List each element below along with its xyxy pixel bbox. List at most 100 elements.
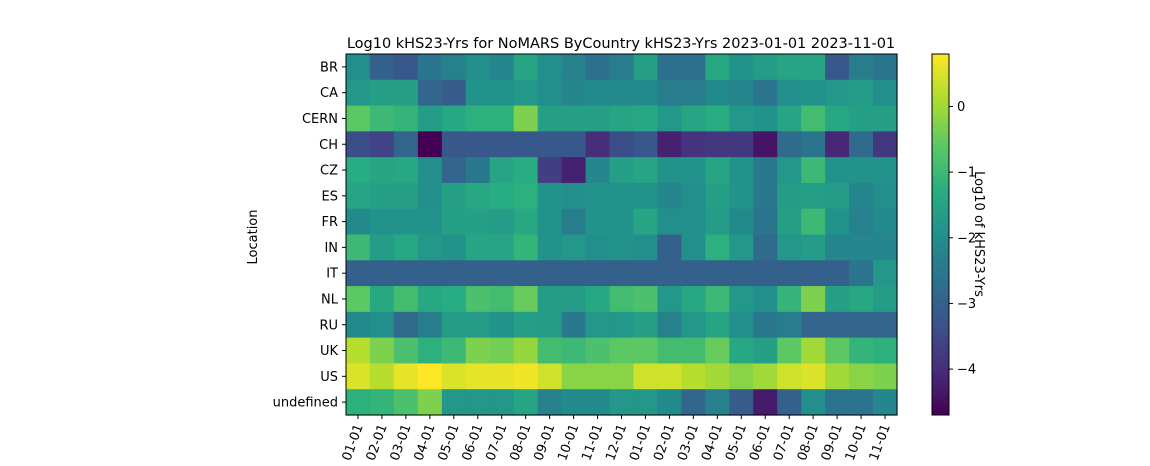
heatmap-cell [393, 131, 419, 158]
heatmap-cell [537, 208, 563, 236]
heatmap-cell [873, 286, 898, 313]
heatmap-cell [609, 79, 635, 107]
heatmap-cell [873, 79, 898, 107]
x-tick-label: 03-01 [675, 422, 702, 463]
heatmap-cell [417, 105, 443, 132]
heatmap-cell [753, 131, 778, 158]
heatmap-cell [657, 182, 682, 210]
heatmap-cell [705, 131, 730, 158]
heatmap-cell [873, 389, 898, 416]
heatmap-cell [489, 157, 515, 184]
heatmap-cell [801, 234, 826, 261]
heatmap-cell [393, 311, 419, 339]
x-tick-label: 09-01 [819, 422, 846, 463]
heatmap-cell [489, 389, 515, 416]
heatmap-cell [849, 311, 874, 339]
heatmap-cell [705, 260, 730, 287]
heatmap-cell [729, 208, 754, 236]
heatmap-cell [585, 311, 611, 339]
heatmap-cell [705, 105, 730, 132]
y-tick-label: undefined [273, 396, 338, 411]
heatmap-cell [753, 363, 778, 390]
heatmap-cell [417, 260, 443, 287]
y-tick-label: NL [321, 292, 339, 307]
heatmap-cell [777, 105, 802, 132]
x-tick-label: 10-01 [843, 422, 870, 463]
heatmap-cell [465, 234, 491, 261]
heatmap-cell [777, 389, 802, 416]
heatmap-cell [537, 260, 563, 287]
heatmap-cell [346, 131, 371, 158]
heatmap-cell [873, 363, 898, 390]
heatmap-cell [825, 105, 850, 132]
heatmap-cell [681, 131, 706, 158]
heatmap-cell [873, 105, 898, 132]
heatmap-cell [489, 131, 515, 158]
x-tick-label: 06-01 [460, 422, 487, 463]
heatmap-cell [537, 286, 563, 313]
heatmap-cell [346, 54, 371, 81]
heatmap-cell [465, 157, 491, 184]
heatmap-cell [441, 131, 467, 158]
heatmap-cell [705, 286, 730, 313]
heatmap-cell [801, 131, 826, 158]
heatmap-cell [753, 105, 778, 132]
heatmap-cell [609, 54, 635, 81]
heatmap-cell [417, 54, 443, 81]
heatmap-cell [465, 79, 491, 107]
heatmap-cell [753, 337, 778, 365]
heatmap-cell [393, 337, 419, 365]
heatmap-cell [609, 182, 635, 210]
heatmap-cell [537, 234, 563, 261]
heatmap-cell [849, 182, 874, 210]
heatmap-cell [729, 182, 754, 210]
heatmap-cell [561, 311, 587, 339]
heatmap-cell [705, 337, 730, 365]
y-axis-label: Location [246, 210, 261, 265]
heatmap-cell [393, 54, 419, 81]
heatmap-cell [369, 79, 395, 107]
heatmap-cell [849, 363, 874, 390]
heatmap-cell [801, 105, 826, 132]
heatmap-cell [393, 286, 419, 313]
colorbar-tick-label: −1 [957, 166, 976, 181]
heatmap-cell [825, 54, 850, 81]
heatmap-cell [825, 208, 850, 236]
heatmap-cell [753, 311, 778, 339]
heatmap-cell [825, 260, 850, 287]
heatmap-cell [561, 79, 587, 107]
x-tick-label: 04-01 [412, 422, 439, 463]
heatmap-cell [609, 105, 635, 132]
heatmap-cell [609, 131, 635, 158]
heatmap-cell [585, 389, 611, 416]
heatmap-cell [585, 208, 611, 236]
heatmap-cell [801, 363, 826, 390]
heatmap-cell [657, 208, 682, 236]
heatmap-cell [729, 311, 754, 339]
heatmap-cell [369, 389, 395, 416]
heatmap-cell [825, 182, 850, 210]
heatmap-cell [465, 286, 491, 313]
heatmap-cell [417, 131, 443, 158]
heatmap-cell [633, 389, 659, 416]
heatmap-cell [657, 79, 682, 107]
heatmap-cell [585, 182, 611, 210]
heatmap-cell [561, 182, 587, 210]
heatmap-cell [633, 234, 659, 261]
heatmap-cell [537, 105, 563, 132]
heatmap-cell [585, 79, 611, 107]
heatmap-cell [513, 311, 539, 339]
heatmap-cell [441, 337, 467, 365]
heatmap-cell [729, 157, 754, 184]
heatmap-cell [465, 389, 491, 416]
heatmap-cell [681, 234, 706, 261]
heatmap-cell [417, 234, 443, 261]
heatmap-cell [609, 389, 635, 416]
heatmap-cell [633, 79, 659, 107]
heatmap-cell [513, 131, 539, 158]
y-tick-label: RU [319, 318, 338, 333]
heatmap-cell [633, 54, 659, 81]
heatmap-cell [705, 234, 730, 261]
heatmap-cell [369, 311, 395, 339]
